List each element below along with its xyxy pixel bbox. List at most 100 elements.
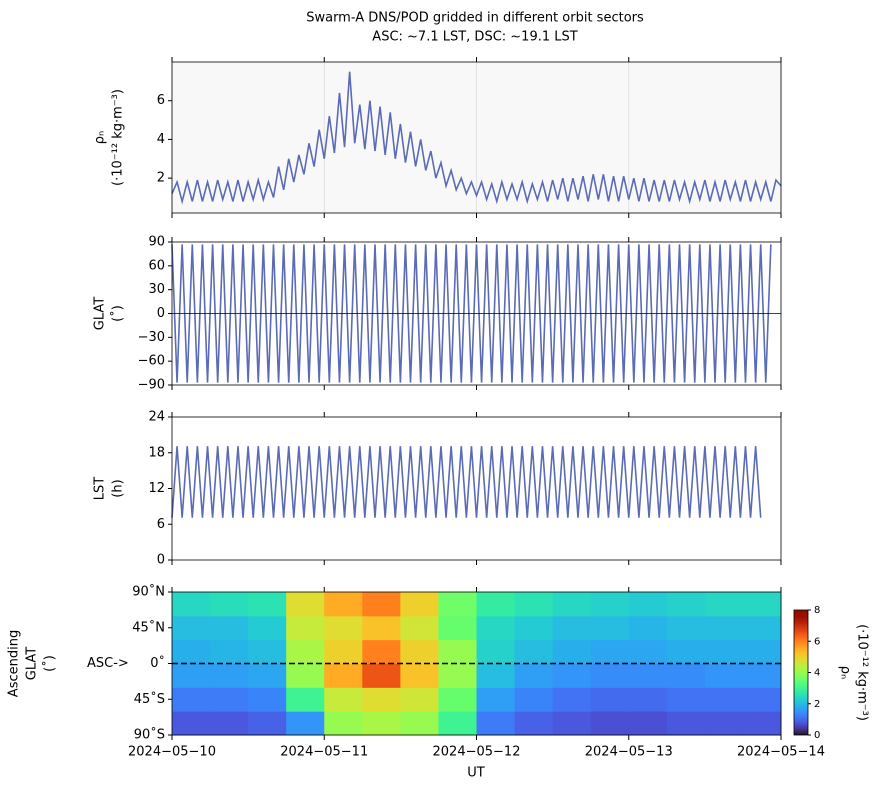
heatmap-cell (476, 592, 516, 617)
heatmap-cell (742, 615, 782, 641)
heatmap-cell (742, 663, 782, 688)
y-axis-label: GLAT (25, 647, 40, 680)
heatmap-cell (400, 639, 439, 664)
y-tick-label: 45˚S (134, 691, 165, 707)
heatmap-cell (704, 711, 744, 736)
heatmap-cell (628, 615, 668, 641)
y-tick-label: −90 (138, 378, 165, 393)
y-axis-label: (˚) (42, 655, 58, 672)
heatmap-cell (438, 711, 477, 736)
heatmap-cell (286, 592, 325, 617)
y-tick-label: 12 (148, 481, 165, 496)
y-tick-label: −30 (138, 330, 165, 345)
y-tick-label: 60 (148, 258, 165, 273)
y-tick-label: 4 (157, 132, 165, 147)
heatmap-cell (324, 711, 363, 736)
heatmap-cell (438, 592, 477, 617)
heatmap-cell (248, 639, 287, 664)
colorbar-tick-label: 2 (814, 699, 820, 710)
heatmap-cell (590, 592, 630, 617)
heatmap-cell (552, 639, 592, 664)
heatmap-cell (286, 615, 325, 641)
colorbar-label: ρₙ (838, 666, 853, 679)
heatmap-cell (590, 639, 630, 664)
heatmap-cell (476, 711, 516, 736)
heatmap-cell (172, 592, 211, 617)
heatmap-cell (742, 592, 782, 617)
heatmap-cell (704, 663, 744, 688)
y-tick-label: 90˚N (132, 584, 165, 600)
heatmap-cell (400, 687, 439, 712)
y-tick-label: 6 (157, 517, 165, 532)
heatmap-cell (286, 687, 325, 712)
heatmap-cell (438, 615, 477, 641)
heatmap-cell (476, 687, 516, 712)
heatmap-cell (742, 639, 782, 664)
heatmap-cell (286, 639, 325, 664)
y-axis-label: Ascending (7, 630, 22, 697)
heatmap-cell (362, 711, 401, 736)
heatmap-cell (666, 663, 706, 688)
heatmap-cell (628, 687, 668, 712)
heatmap-cell (514, 639, 554, 664)
y-tick-label: −60 (138, 354, 165, 369)
heatmap-cell (172, 639, 211, 664)
heatmap-cell (210, 663, 249, 688)
annotation: ASC-> (87, 656, 129, 671)
heatmap-cell (704, 592, 744, 617)
heatmap-cell (400, 663, 439, 688)
heatmap-cell (324, 663, 363, 688)
heatmap-cell (514, 592, 554, 617)
heatmap-cell (210, 711, 249, 736)
heatmap-cell (362, 615, 401, 641)
colorbar-tick-label: 0 (814, 730, 820, 741)
heatmap-cell (704, 687, 744, 712)
y-tick-label: 0 (157, 306, 165, 321)
heatmap-cell (552, 592, 592, 617)
chart-title: Swarm-A DNS/POD gridded in different orb… (306, 11, 644, 26)
x-tick-label: 2024−05−10 (128, 745, 216, 760)
x-tick-label: 2024−05−11 (280, 745, 368, 760)
heatmap-cell (552, 615, 592, 641)
y-axis-label: ρₙ (93, 131, 108, 144)
heatmap-cell (362, 639, 401, 664)
y-tick-label: 45˚N (132, 619, 165, 635)
y-tick-label: 90 (148, 235, 165, 250)
heatmap-cell (476, 615, 516, 641)
heatmap-cell (248, 663, 287, 688)
y-tick-label: 90˚S (134, 727, 165, 743)
heatmap-cell (400, 592, 439, 617)
plot-frame (171, 416, 782, 561)
y-tick-label: 6 (157, 93, 165, 108)
chart-subtitle: ASC: ~7.1 LST, DSC: ~19.1 LST (372, 30, 577, 45)
heatmap-cell (666, 687, 706, 712)
heatmap-cell (248, 592, 287, 617)
heatmap-cell (514, 615, 554, 641)
x-tick-label: 2024−05−12 (433, 745, 521, 760)
heatmap-cell (666, 711, 706, 736)
heatmap-cell (742, 711, 782, 736)
colorbar (793, 609, 809, 736)
heatmap-cell (438, 687, 477, 712)
heatmap-cell (438, 639, 477, 664)
heatmap-cell (742, 687, 782, 712)
heatmap-cell (362, 663, 401, 688)
heatmap-cell (514, 687, 554, 712)
heatmap-cell (286, 663, 325, 688)
y-axis-label: GLAT (93, 297, 108, 330)
heatmap-cell (324, 639, 363, 664)
heatmap-cell (590, 663, 630, 688)
heatmap-cell (476, 663, 516, 688)
heatmap-cell (590, 615, 630, 641)
heatmap-cell (362, 592, 401, 617)
heatmap-cell (514, 711, 554, 736)
heatmap-cell (704, 615, 744, 641)
heatmap-cell (590, 711, 630, 736)
y-tick-label: 18 (148, 445, 165, 460)
heatmap-cell (210, 639, 249, 664)
y-axis-label: LST (93, 477, 108, 500)
heatmap-cell (172, 711, 211, 736)
heatmap-cell (704, 639, 744, 664)
heatmap-cell (172, 663, 211, 688)
